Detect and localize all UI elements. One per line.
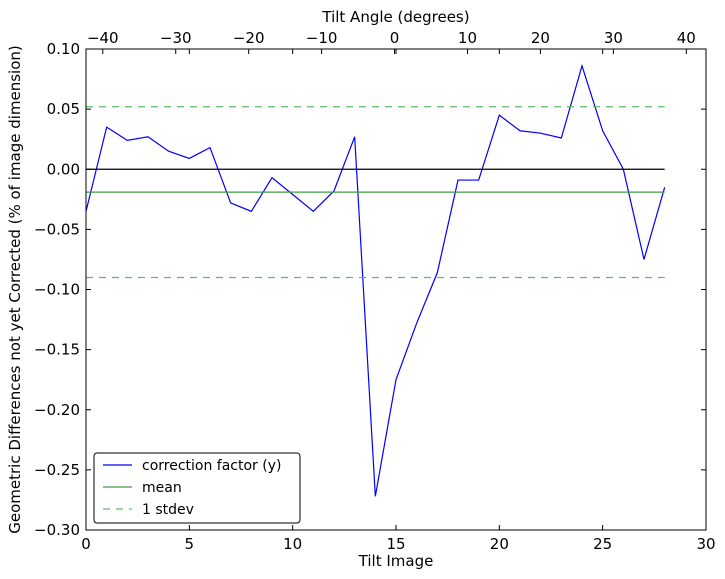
legend-label: correction factor (y) — [142, 458, 281, 474]
series-line-correction-factor-y- — [85, 63, 666, 497]
legend-label: 1 stdev — [142, 502, 194, 518]
y-tick-label: −0.30 — [34, 521, 80, 539]
x-tick-label: 20 — [490, 535, 509, 553]
ticks-layer: 0 5 10 15 20 25 30 0.10 0.05 0.00 −0.05 −0.10 −0.15 −… — [34, 29, 716, 553]
legend-label: mean — [142, 480, 182, 496]
x-tick-label: 10 — [283, 535, 302, 553]
top-x-tick-label: −20 — [233, 29, 265, 47]
legend-box — [93, 452, 301, 524]
top-x-tick-label: −10 — [306, 29, 338, 47]
x-tick-label: 0 — [81, 535, 91, 553]
y-axis-title: Geometric Differences not yet Corrected … — [6, 45, 24, 534]
x-tick-label: 15 — [386, 535, 405, 553]
y-tick-label: 0.00 — [47, 160, 80, 178]
top-x-tick-label: 30 — [604, 29, 623, 47]
top-x-tick-label: −30 — [160, 29, 192, 47]
legend: correction factor (y) mean 1 stdev — [93, 452, 301, 524]
x-axis-title: Tilt Image — [358, 552, 434, 570]
y-tick-label: 0.10 — [47, 40, 80, 58]
y-tick-label: −0.05 — [34, 220, 80, 238]
series-layer — [85, 63, 666, 497]
top-x-tick-label: −40 — [87, 29, 119, 47]
y-tick-label: −0.20 — [34, 401, 80, 419]
x-tick-label: 5 — [185, 535, 195, 553]
top-x-tick-label: 20 — [531, 29, 550, 47]
x-tick-label: 30 — [696, 535, 715, 553]
y-tick-label: −0.10 — [34, 281, 80, 299]
y-tick-label: −0.25 — [34, 461, 80, 479]
x-tick-label: 25 — [593, 535, 612, 553]
y-tick-label: 0.05 — [47, 100, 80, 118]
top-x-tick-label: 10 — [458, 29, 477, 47]
y-tick-label: −0.15 — [34, 341, 80, 359]
top-x-tick-label: 0 — [390, 29, 400, 47]
top-axis-title: Tilt Angle (degrees) — [321, 8, 469, 26]
top-x-tick-label: 40 — [677, 29, 696, 47]
